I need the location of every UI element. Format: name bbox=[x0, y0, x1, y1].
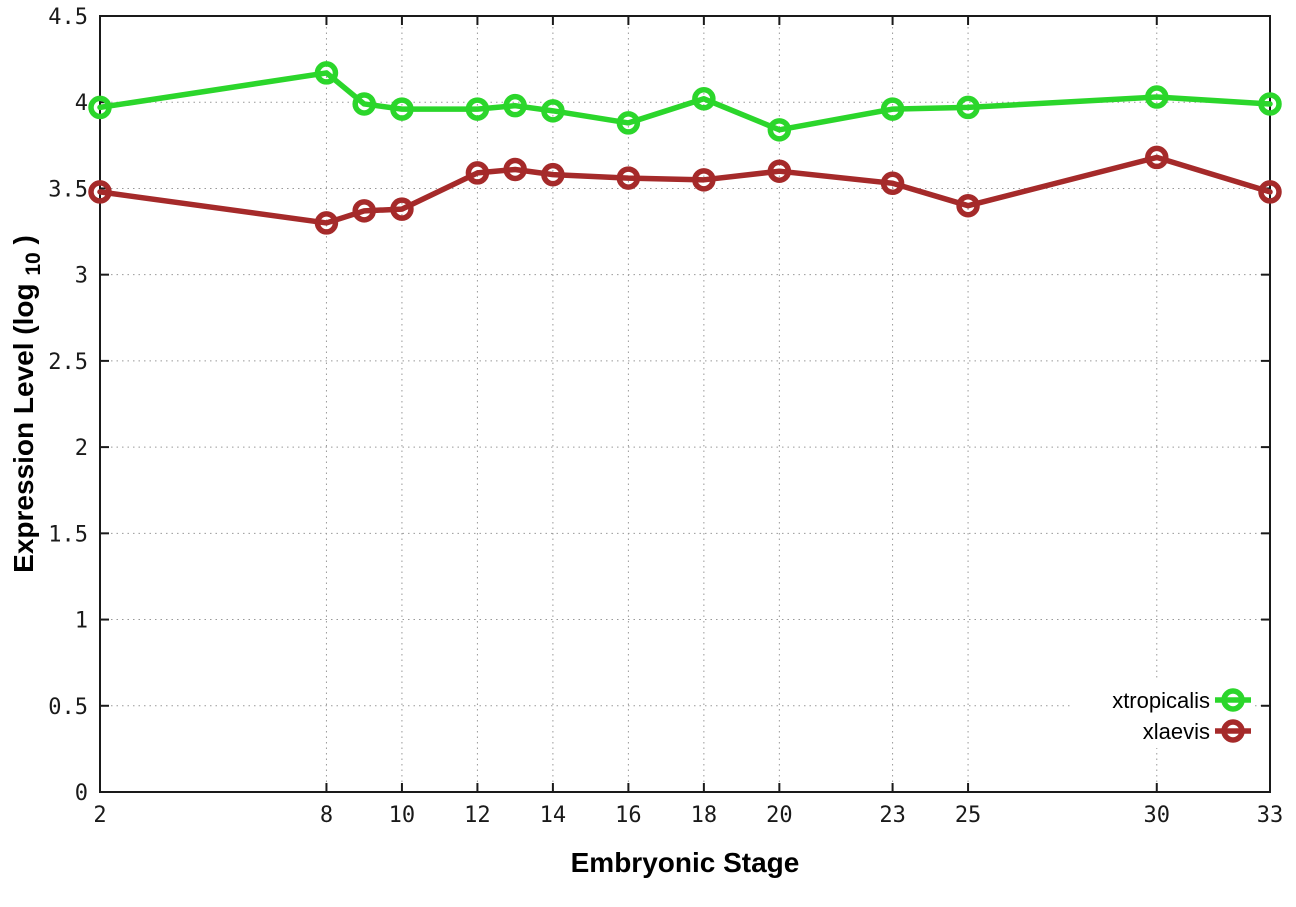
data-point-xlaevis-stage-30 bbox=[1145, 145, 1169, 170]
data-point-xlaevis-stage-16 bbox=[616, 166, 641, 190]
y-tick-label-0: 0 bbox=[75, 781, 88, 806]
y-tick-label-0.5: 0.5 bbox=[48, 695, 88, 720]
x-tick-label-18: 18 bbox=[691, 803, 718, 828]
data-point-xtropicalis-stage-10 bbox=[390, 97, 414, 121]
x-tick-label-16: 16 bbox=[615, 803, 642, 828]
y-axis-title: Expression Level (log 10 ) bbox=[8, 235, 46, 573]
legend-sample-marker-xlaevis bbox=[1221, 719, 1245, 743]
plot-area: 2 8 10 12 14 16 18 20 23 25 30 33 0 0.5 1 1.5 2 2.5 3 3.5 4 4… bbox=[48, 5, 1283, 828]
x-tick-label-14: 14 bbox=[540, 803, 567, 828]
data-point-xtropicalis-stage-33 bbox=[1258, 92, 1282, 116]
data-point-xtropicalis-stage-16 bbox=[616, 111, 641, 135]
data-point-xlaevis-stage-8 bbox=[314, 211, 339, 235]
x-tick-label-8: 8 bbox=[320, 803, 333, 828]
data-point-xtropicalis-stage-30 bbox=[1145, 85, 1169, 109]
y-tick-label-1: 1 bbox=[75, 609, 88, 634]
x-tick-label-20: 20 bbox=[766, 803, 793, 828]
legend-label-xlaevis: xlaevis bbox=[1143, 719, 1210, 744]
data-point-xlaevis-stage-20 bbox=[767, 159, 792, 183]
data-point-xtropicalis-stage-2 bbox=[88, 95, 112, 120]
y-tick-label-4.5: 4.5 bbox=[48, 5, 88, 30]
legend-sample-marker-xtropicalis bbox=[1221, 688, 1245, 712]
data-point-xlaevis-stage-14 bbox=[541, 162, 565, 187]
data-point-xtropicalis-stage-12 bbox=[465, 97, 490, 121]
y-tick-label-2.5: 2.5 bbox=[48, 350, 88, 375]
x-tick-label-10: 10 bbox=[389, 803, 416, 828]
plot-border bbox=[99, 15, 1271, 793]
data-point-xtropicalis-stage-13 bbox=[503, 93, 527, 118]
x-tick-label-30: 30 bbox=[1144, 803, 1171, 828]
data-point-xtropicalis-stage-18 bbox=[692, 87, 716, 111]
data-point-xlaevis-stage-10 bbox=[390, 197, 414, 221]
series-line-xtropicalis bbox=[97, 70, 1273, 133]
x-axis-title: Embryonic Stage bbox=[571, 847, 800, 878]
data-point-xlaevis-stage-25 bbox=[956, 193, 980, 218]
y-tick-label-2: 2 bbox=[75, 436, 88, 461]
data-point-xtropicalis-stage-9 bbox=[352, 92, 376, 116]
y-tick-label-3.5: 3.5 bbox=[48, 177, 88, 202]
data-point-xtropicalis-stage-23 bbox=[880, 97, 905, 121]
y-axis-title-subscript: 10 bbox=[22, 252, 45, 275]
data-point-xlaevis-stage-9 bbox=[352, 199, 376, 223]
legend-label-xtropicalis: xtropicalis bbox=[1112, 688, 1210, 713]
x-tick-label-12: 12 bbox=[464, 803, 491, 828]
x-tick-label-25: 25 bbox=[955, 803, 982, 828]
data-point-xtropicalis-stage-20 bbox=[767, 118, 792, 142]
data-point-xtropicalis-stage-14 bbox=[541, 99, 565, 123]
x-tick-label-2: 2 bbox=[93, 803, 106, 828]
y-tick-label-3: 3 bbox=[75, 264, 88, 289]
data-point-xlaevis-stage-33 bbox=[1258, 180, 1282, 204]
data-point-xlaevis-stage-2 bbox=[88, 180, 112, 204]
data-point-xlaevis-stage-23 bbox=[880, 171, 905, 196]
data-point-xlaevis-stage-13 bbox=[503, 157, 527, 182]
data-point-xtropicalis-stage-25 bbox=[956, 95, 980, 120]
y-tick-label-1.5: 1.5 bbox=[48, 522, 88, 547]
data-point-xlaevis-stage-12 bbox=[465, 161, 490, 185]
series-line-xlaevis bbox=[97, 154, 1273, 226]
data-point-xlaevis-stage-18 bbox=[692, 168, 716, 192]
y-axis-title-main: Expression Level (log bbox=[8, 283, 39, 572]
x-tick-label-33: 33 bbox=[1257, 803, 1284, 828]
y-axis-title-close: ) bbox=[8, 235, 39, 244]
y-tick-label-4: 4 bbox=[75, 91, 88, 116]
x-tick-label-23: 23 bbox=[879, 803, 906, 828]
data-point-xtropicalis-stage-8 bbox=[314, 61, 339, 85]
